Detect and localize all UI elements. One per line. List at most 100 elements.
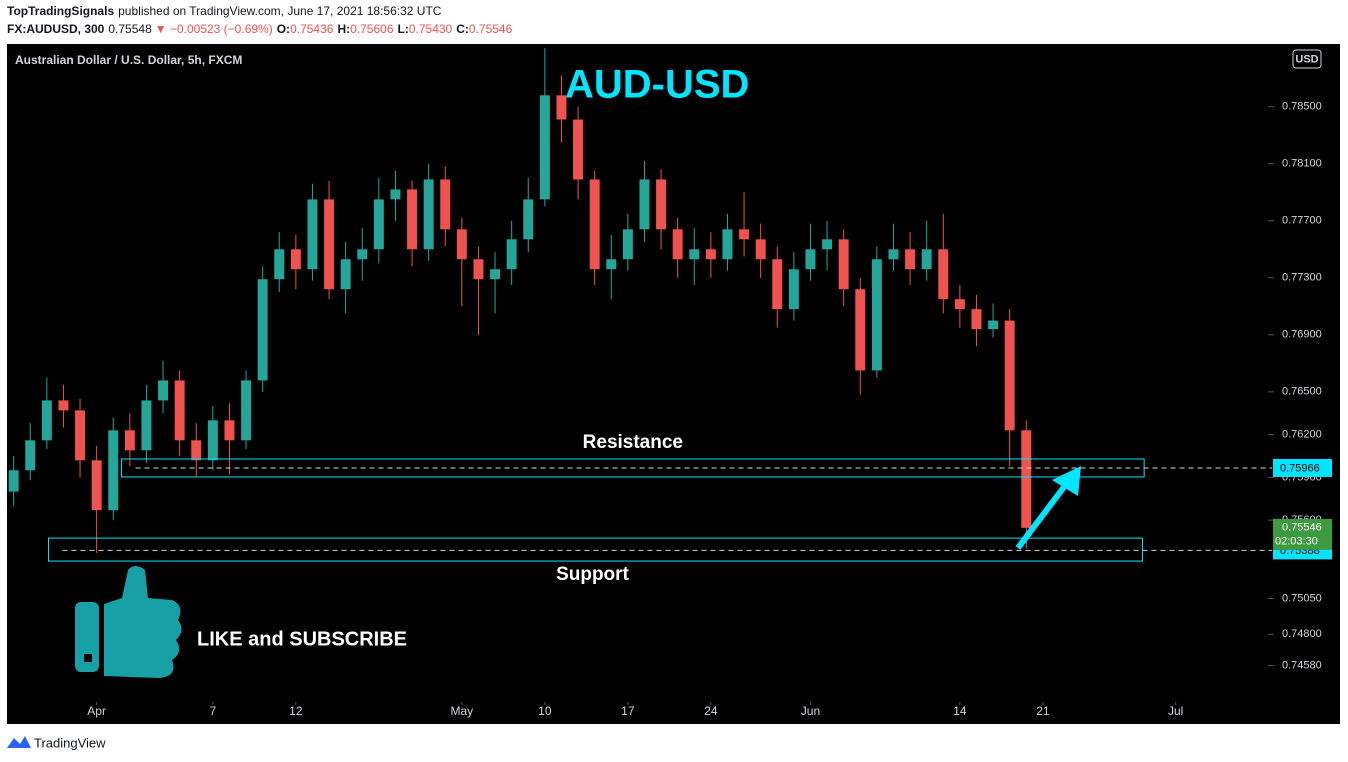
countdown: 02:03:30 bbox=[1275, 536, 1318, 548]
candle-body bbox=[207, 420, 218, 461]
candle-body bbox=[855, 289, 866, 371]
candle-body bbox=[689, 249, 700, 260]
footer-logo bbox=[7, 736, 31, 748]
y-tick-label: 0.78100 bbox=[1282, 158, 1322, 170]
x-tick-label: Jul bbox=[1168, 704, 1183, 718]
x-tick-label: Jun bbox=[801, 704, 820, 718]
y-tick-label: 0.74580 bbox=[1282, 659, 1322, 671]
published: published on TradingView.com, June 17, 2… bbox=[118, 4, 442, 18]
ohlc-value: 0.75606 bbox=[350, 22, 394, 36]
arrow-head bbox=[1052, 466, 1081, 496]
y-tick-label: 0.77300 bbox=[1282, 272, 1322, 284]
candle-body bbox=[440, 179, 451, 230]
candle-body bbox=[822, 239, 833, 250]
y-tick-label: 0.78500 bbox=[1282, 101, 1322, 113]
candle-body bbox=[888, 249, 899, 260]
y-tick-label: 0.76200 bbox=[1282, 429, 1322, 441]
y-tick-label: 0.76900 bbox=[1282, 329, 1322, 341]
candle-body bbox=[539, 95, 550, 200]
candle-body bbox=[622, 229, 633, 260]
chart-title: AUD-USD bbox=[565, 63, 749, 107]
candle-body bbox=[456, 229, 467, 260]
candle-body bbox=[739, 229, 750, 240]
chart-panel bbox=[7, 44, 1340, 724]
candle-body bbox=[124, 430, 135, 451]
candle-body bbox=[805, 249, 816, 270]
candle-body bbox=[174, 380, 185, 441]
candle-body bbox=[871, 259, 882, 371]
x-tick-label: 7 bbox=[210, 704, 217, 718]
x-tick-label: 21 bbox=[1036, 704, 1050, 718]
zone-label: Resistance bbox=[583, 432, 683, 453]
candle-body bbox=[722, 229, 733, 260]
currency-badge bbox=[1292, 49, 1322, 69]
candle-body bbox=[75, 410, 86, 461]
logo-mark bbox=[7, 736, 31, 748]
candle-body bbox=[274, 249, 285, 280]
x-tick-label: May bbox=[451, 704, 474, 718]
ohlc-value: 0.75430 bbox=[409, 22, 453, 36]
ohlc-value: 0.75436 bbox=[290, 22, 334, 36]
candle-body bbox=[1004, 320, 1015, 431]
candle-body bbox=[25, 440, 36, 471]
zone-label: Support bbox=[556, 564, 629, 585]
candle-body bbox=[8, 470, 19, 492]
candle-body bbox=[390, 189, 401, 200]
candle-body bbox=[506, 239, 517, 270]
candle-body bbox=[257, 279, 268, 381]
last: 0.75548 bbox=[108, 22, 152, 36]
candle-body bbox=[788, 269, 799, 310]
candle-body bbox=[971, 309, 982, 330]
candle-body bbox=[108, 430, 119, 511]
ohlc-key: H: bbox=[337, 22, 350, 36]
footer-brand: TradingView bbox=[34, 735, 106, 750]
candle-body bbox=[938, 249, 949, 300]
y-tick-label: 0.77700 bbox=[1282, 215, 1322, 227]
ohlc-key: O: bbox=[277, 22, 290, 36]
icon-hand bbox=[104, 566, 182, 678]
level-badge-label: 0.75966 bbox=[1280, 462, 1320, 474]
last-price-badge bbox=[1273, 518, 1332, 550]
x-tick-label: 12 bbox=[289, 704, 303, 718]
candle-body bbox=[41, 400, 52, 441]
candle-body bbox=[755, 239, 766, 260]
symbol-line: FX:AUDUSD, 300 0.75548 ▼ −0.00523 (−0.69%)… bbox=[7, 22, 513, 36]
candle-body bbox=[241, 380, 252, 441]
candle-body bbox=[639, 179, 650, 230]
candle-body bbox=[373, 199, 384, 250]
subtitle: Australian Dollar / U.S. Dollar, 5h, FXC… bbox=[15, 53, 242, 67]
level-badge bbox=[1273, 458, 1332, 477]
plot: 0.78500 0.78100 0.77700 0.77300 0.76900 0.765… bbox=[8, 48, 1322, 718]
arrow bbox=[1015, 466, 1081, 550]
candle-body bbox=[589, 179, 600, 270]
candle-body bbox=[772, 259, 783, 310]
author: TopTradingSignals bbox=[7, 4, 114, 18]
candle-body bbox=[921, 249, 932, 270]
x-tick-label: 10 bbox=[538, 704, 552, 718]
candle-body bbox=[705, 249, 716, 260]
candle-body bbox=[523, 199, 534, 240]
candle-body bbox=[340, 259, 351, 290]
icon-cuff bbox=[75, 602, 99, 672]
candle-body bbox=[290, 249, 301, 270]
change: ▼ −0.00523 (−0.69%) bbox=[155, 22, 273, 36]
arrow-shaft bbox=[1015, 485, 1067, 550]
candle-body bbox=[407, 189, 418, 250]
candle-body bbox=[191, 440, 202, 461]
y-tick-label: 0.76500 bbox=[1282, 386, 1322, 398]
x-tick-label: 17 bbox=[621, 704, 635, 718]
ohlc-key: L: bbox=[398, 22, 409, 36]
zone-box bbox=[48, 537, 1143, 562]
candle-body bbox=[490, 269, 501, 280]
candle-body bbox=[158, 380, 169, 401]
x-tick-label: 14 bbox=[953, 704, 967, 718]
ohlc-key: C: bbox=[456, 22, 469, 36]
x-tick-label: Apr bbox=[87, 704, 106, 718]
candle-body bbox=[91, 460, 102, 511]
candle-body bbox=[141, 400, 152, 451]
candle-body bbox=[307, 199, 318, 270]
callout: LIKE and SUBSCRIBE bbox=[197, 628, 407, 650]
ohlc-value: 0.75546 bbox=[469, 22, 513, 36]
candle-body bbox=[423, 179, 434, 250]
